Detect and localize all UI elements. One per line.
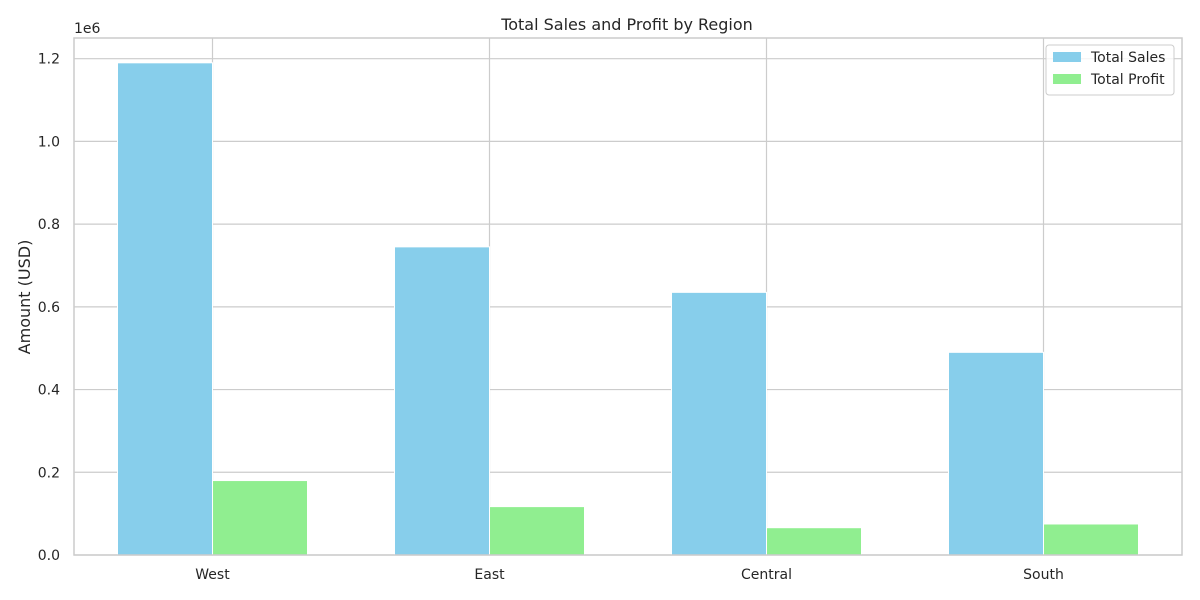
legend-label: Total Profit — [1090, 72, 1165, 88]
y-tick-label: 1.0 — [38, 134, 60, 150]
profit-bar — [766, 527, 862, 556]
plot-frame — [73, 37, 1183, 556]
sales-bar — [394, 246, 490, 556]
profit-bar — [1043, 523, 1139, 556]
chart-title: Total Sales and Profit by Region — [500, 15, 753, 34]
y-axis-label: Amount (USD) — [15, 240, 34, 355]
y-tick-label: 0.4 — [38, 383, 60, 399]
legend-swatch — [1053, 74, 1081, 84]
legend-label: Total Sales — [1090, 50, 1165, 66]
y-axis-offset-text: 1e6 — [74, 21, 101, 37]
axes: 0.0 0.2 0.4 0.6 0.8 1.0 1.2 West East Central Sout… — [38, 37, 1183, 583]
legend: Total Sales Total Profit — [1045, 44, 1175, 96]
bars — [117, 62, 1139, 556]
profit-bar — [489, 506, 585, 556]
x-tick-label: East — [474, 567, 505, 583]
profit-bar — [212, 480, 308, 556]
x-tick-label: South — [1023, 567, 1064, 583]
y-tick-label: 0.6 — [38, 300, 60, 316]
y-tick-label: 0.8 — [38, 217, 60, 233]
sales-bar — [117, 62, 213, 556]
y-tick-label: 1.2 — [38, 52, 60, 68]
x-tick-label: Central — [741, 567, 792, 583]
legend-swatch — [1053, 52, 1081, 62]
y-tick-label: 0.0 — [38, 548, 60, 564]
y-tick-label: 0.2 — [38, 465, 60, 481]
x-tick-label: West — [195, 567, 230, 583]
sales-bar — [948, 351, 1044, 556]
grid-lines — [74, 38, 1182, 556]
sales-bar — [671, 291, 767, 556]
